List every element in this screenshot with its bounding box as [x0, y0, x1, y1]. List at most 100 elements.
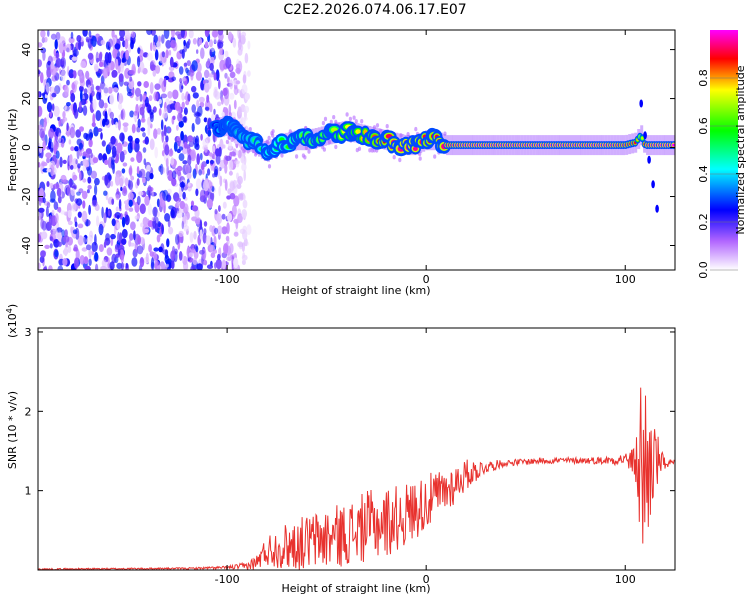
noise-speckle [111, 145, 117, 158]
noise-speckle [60, 69, 66, 82]
noise-speckle [192, 168, 197, 179]
noise-speckle [45, 82, 50, 93]
noise-speckle [88, 258, 92, 266]
noise-speckle [78, 39, 82, 51]
noise-speckle [235, 150, 239, 156]
noise-speckle [165, 135, 169, 143]
noise-speckle [171, 30, 175, 38]
noise-speckle [198, 96, 205, 103]
noise-speckle [53, 183, 60, 189]
noise-speckle [247, 70, 251, 77]
noise-speckle [54, 213, 59, 224]
noise-speckle [433, 154, 437, 159]
snr-x-ticks: -100 0 100 [215, 328, 636, 586]
noise-speckle [58, 132, 62, 142]
noise-speckle [129, 110, 135, 118]
noise-speckle [123, 200, 129, 205]
noise-speckle [241, 163, 247, 172]
noise-speckle [229, 79, 233, 90]
noise-speckle [231, 204, 237, 217]
noise-speckle [198, 169, 203, 176]
noise-speckle [120, 61, 124, 73]
noise-speckle [241, 84, 248, 95]
noise-speckle [95, 85, 100, 91]
noise-speckle [39, 212, 42, 219]
noise-speckle [57, 116, 60, 121]
noise-speckle [200, 47, 205, 60]
ridge-spur [643, 131, 647, 140]
noise-speckle [225, 155, 232, 161]
noise-speckle [110, 233, 116, 240]
noise-speckle [70, 31, 74, 39]
noise-speckle [44, 93, 48, 99]
noise-speckle [94, 251, 99, 262]
noise-speckle [170, 39, 177, 49]
heatmap-x-ticks: -100 0 100 [215, 30, 636, 286]
noise-speckle [152, 44, 157, 52]
noise-speckle [54, 39, 58, 50]
noise-speckle [118, 175, 125, 185]
colorbar-tick-label: 0.6 [697, 117, 710, 135]
noise-speckle [248, 127, 252, 132]
noise-speckle [96, 57, 100, 63]
noise-speckle [50, 164, 55, 177]
ridge-core [355, 129, 361, 135]
noise-speckle [82, 165, 87, 172]
noise-speckle [104, 174, 109, 186]
noise-speckle [235, 67, 241, 74]
noise-speckle [91, 35, 97, 48]
noise-speckle [153, 247, 159, 252]
noise-speckle [154, 83, 161, 90]
noise-speckle [233, 231, 239, 237]
ridge-core [412, 146, 418, 152]
ridge-core [641, 136, 644, 140]
noise-speckle [78, 101, 82, 113]
noise-speckle [107, 257, 110, 269]
noise-speckle [122, 185, 127, 194]
noise-speckle [203, 179, 209, 192]
colorbar: 0.0 0.2 0.4 0.6 0.8 Normalized spectral ampl… [697, 30, 747, 279]
noise-speckle [46, 67, 52, 79]
noise-speckle [122, 122, 129, 127]
noise-speckle [90, 170, 98, 179]
noise-speckle [183, 39, 186, 47]
noise-speckle [201, 163, 205, 171]
noise-speckle [136, 195, 141, 206]
noise-speckle [101, 259, 107, 268]
noise-speckle [82, 236, 86, 245]
noise-speckle [41, 231, 48, 240]
noise-speckle [66, 102, 71, 107]
noise-speckle [68, 36, 75, 44]
noise-speckle [194, 138, 198, 144]
noise-speckle [148, 109, 155, 115]
noise-speckle [136, 178, 140, 186]
noise-speckle [189, 232, 194, 243]
noise-speckle [183, 141, 188, 149]
noise-speckle [233, 86, 239, 96]
noise-speckle [124, 38, 129, 50]
noise-speckle [242, 74, 247, 84]
noise-speckle [44, 265, 48, 270]
ridge-spur [647, 155, 651, 164]
noise-speckle [137, 81, 142, 87]
noise-speckle [152, 70, 157, 77]
noise-speckle [86, 166, 91, 171]
noise-speckle [147, 203, 152, 216]
noise-speckle [38, 233, 41, 243]
noise-speckle [111, 118, 115, 126]
noise-speckle [202, 138, 209, 148]
noise-speckle [128, 69, 135, 75]
noise-speckle [109, 261, 115, 270]
noise-speckle [237, 48, 243, 56]
noise-speckle [118, 73, 124, 83]
noise-speckle [218, 79, 221, 90]
noise-speckle [79, 126, 84, 132]
noise-speckle [188, 182, 191, 187]
snr-frame [37, 327, 676, 571]
noise-speckle [148, 95, 153, 102]
snr-scale-prefix: (x10 [6, 313, 19, 338]
noise-speckle [121, 216, 126, 228]
noise-speckle [101, 206, 104, 219]
noise-speckle [124, 177, 129, 187]
noise-speckle [242, 194, 246, 200]
